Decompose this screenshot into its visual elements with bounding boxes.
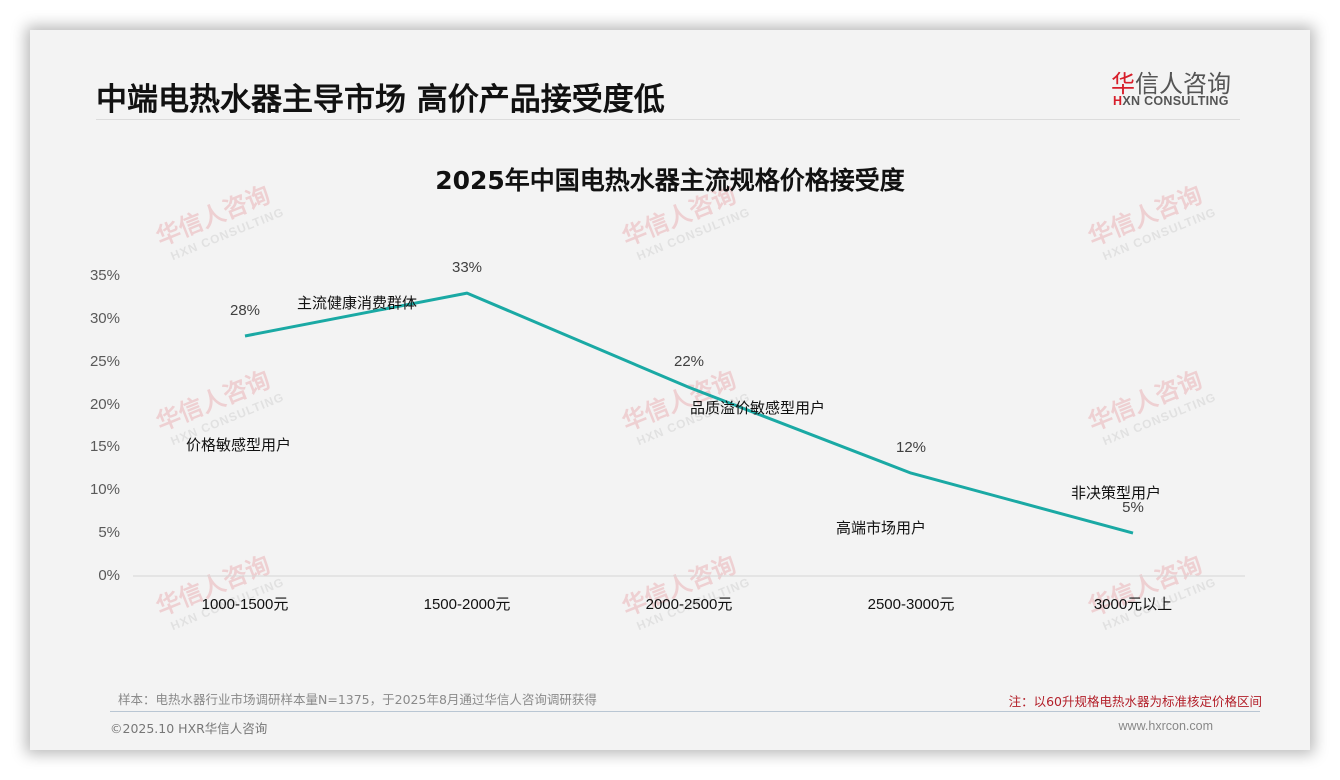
series-line (244, 291, 1134, 535)
annotation-non-decision: 非决策型用户 (1071, 484, 1162, 502)
company-logo: 华信人咨询 HXN CONSULTING (1111, 70, 1231, 108)
y-tick-label: 0% (98, 567, 120, 584)
annotation-quality-premium: 品质溢价敏感型用户 (690, 399, 826, 417)
y-tick-label: 5% (98, 524, 120, 542)
y-tick-label: 30% (89, 309, 120, 327)
slide: 华信人咨询 HXN CONSULTING 华信人咨询 HXN CONSULTING … (30, 30, 1310, 750)
y-tick-label: 10% (89, 481, 120, 499)
data-label: 5% (1122, 499, 1144, 517)
sample-note: 样本：电热水器行业市场调研样本量N=1375，于2025年8月通过华信人咨询调研… (118, 692, 597, 707)
y-tick-label: 15% (89, 438, 120, 456)
x-tick-label: 3000元以上 (1093, 596, 1173, 613)
website-link[interactable]: www.hxrcon.com (1118, 719, 1213, 733)
price-note: 注：以60升规格电热水器为标准核定价格区间 (1008, 694, 1262, 709)
y-tick-label: 25% (89, 352, 120, 370)
chart-title: 2025年中国电热水器主流规格价格接受度 (435, 166, 905, 195)
y-tick-label: 20% (89, 395, 120, 413)
y-tick-label: 35% (89, 267, 120, 284)
x-tick-label: 1500-2000元 (423, 596, 511, 613)
footer-divider (110, 711, 1260, 712)
x-tick-label: 2500-3000元 (867, 596, 955, 613)
copyright: ©2025.10 HXR华信人咨询 (110, 721, 268, 736)
page-title: 中端电热水器主导市场 高价产品接受度低 (96, 82, 665, 118)
data-label: 22% (673, 353, 705, 371)
annotation-price-sensitive: 价格敏感型用户 (186, 436, 292, 454)
annotation-mainstream: 主流健康消费群体 (297, 294, 418, 312)
annotation-high-end: 高端市场用户 (836, 519, 927, 537)
data-label: 12% (895, 439, 927, 457)
x-tick-label: 1000-1500元 (201, 596, 289, 613)
data-label: 28% (229, 302, 261, 319)
x-tick-label: 2000-2500元 (645, 596, 733, 613)
chart-plot (133, 291, 1245, 577)
data-label: 33% (451, 259, 483, 277)
title-divider (96, 119, 1240, 120)
